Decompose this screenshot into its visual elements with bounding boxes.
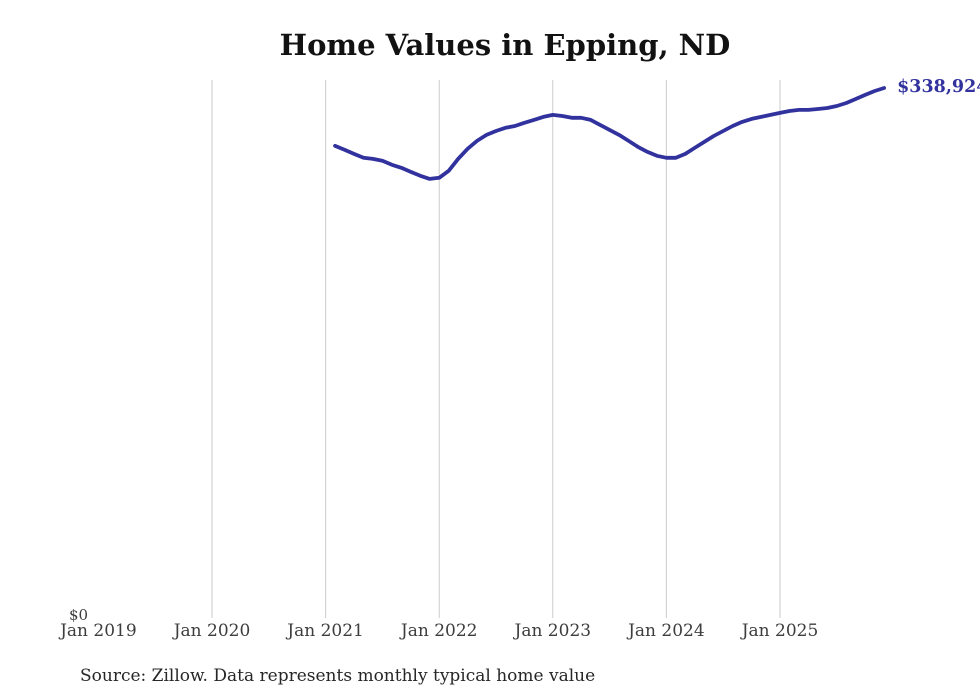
latest-value-label: $338,924 [897,77,980,97]
x-tick-label: Jan 2020 [173,621,251,641]
x-tick-label: Jan 2019 [60,621,137,641]
x-tick-label: Jan 2024 [628,621,705,641]
x-tick-label: Jan 2025 [741,621,819,641]
gridline-group [211,80,781,618]
y-axis-zero-label: $0 [69,606,89,624]
x-tick-label: Jan 2021 [287,621,364,641]
value-line [333,86,886,181]
chart-title: Home Values in Epping, ND [279,28,731,62]
x-tick-label: Jan 2022 [400,621,478,641]
source-note: Source: Zillow. Data represents monthly … [80,666,596,686]
x-tick-label: Jan 2023 [514,621,592,641]
